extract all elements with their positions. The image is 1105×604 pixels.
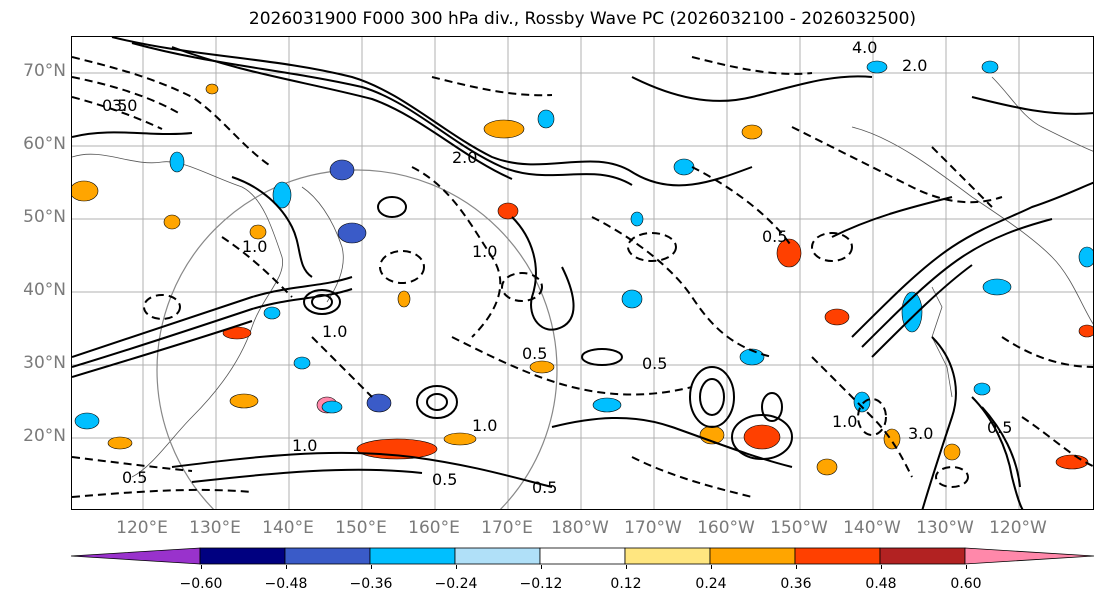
reference-circle <box>156 169 558 509</box>
contour-label: 2.0 <box>902 56 927 75</box>
colorbar-tick-label: −0.48 <box>264 576 308 592</box>
lon-label-120w: 120°W <box>989 518 1047 538</box>
colorbar-segment <box>709 547 796 565</box>
divergence-patches <box>72 60 1093 476</box>
map-panel: 4.0 2.0 3.0 0.5 1.0 2.0 0.5 1.0 0.5 1.0 … <box>71 36 1094 510</box>
map-canvas: 4.0 2.0 3.0 0.5 1.0 2.0 0.5 1.0 0.5 1.0 … <box>72 37 1093 509</box>
lat-label-40n: 40°N <box>23 280 66 300</box>
colorbar-segment <box>879 547 966 565</box>
contour-label: 3.0 <box>112 96 137 115</box>
colorbar-segment <box>794 547 881 565</box>
colorbar-tick-label: −0.36 <box>349 576 393 592</box>
contour-label: 0.5 <box>642 354 667 373</box>
lat-label-70n: 70°N <box>23 61 66 81</box>
colorbar <box>70 547 1095 565</box>
map-title: 2026031900 F000 300 hPa div., Rossby Wav… <box>248 9 917 29</box>
contour-label: 0.5 <box>522 344 547 363</box>
colorbar-extend-max <box>964 547 1095 565</box>
contour-label: 1.0 <box>292 436 317 455</box>
colorbar-segment <box>454 547 541 565</box>
colorbar-tickmark <box>456 565 457 569</box>
coastlines <box>72 76 1093 478</box>
lon-label-130w: 130°W <box>916 518 974 538</box>
colorbar-tickmark <box>881 565 882 569</box>
colorbar-extend-min <box>70 547 201 565</box>
lon-label-140w: 140°W <box>843 518 901 538</box>
colorbar-tickmark <box>286 565 287 569</box>
lon-label-130e: 130°E <box>189 518 241 538</box>
colorbar-tickmark <box>966 565 967 569</box>
contour-label: 0.5 <box>762 227 787 246</box>
colorbar-segment <box>284 547 371 565</box>
contour-label: 0.5 <box>432 470 457 489</box>
lon-label-150e: 150°E <box>335 518 387 538</box>
lon-label-120e: 120°E <box>116 518 168 538</box>
contour-label: 0.5 <box>102 96 127 115</box>
contour-label: 0.5 <box>987 418 1012 437</box>
colorbar-tick-label: 0.12 <box>610 576 642 592</box>
colorbar-tick-label: −0.12 <box>519 576 563 592</box>
colorbar-tickmark <box>796 565 797 569</box>
graticule <box>72 37 1093 509</box>
contour-label: 0.5 <box>532 478 557 497</box>
colorbar-tickmark <box>541 565 542 569</box>
contour-label: 1.0 <box>472 242 497 261</box>
lon-label-160e: 160°E <box>408 518 460 538</box>
colorbar-tickmark <box>626 565 627 569</box>
lat-label-60n: 60°N <box>23 134 66 154</box>
lat-label-50n: 50°N <box>23 207 66 227</box>
contour-label: 1.0 <box>832 412 857 431</box>
colorbar-segment <box>199 547 286 565</box>
contour-label: 1.0 <box>322 322 347 341</box>
colorbar-tickmark <box>711 565 712 569</box>
colorbar-tick-label: 0.36 <box>780 576 812 592</box>
contour-labels: 4.0 2.0 3.0 0.5 1.0 2.0 0.5 1.0 0.5 1.0 … <box>102 38 1012 497</box>
colorbar-tick-label: 0.48 <box>865 576 897 592</box>
contour-label: 1.0 <box>472 416 497 435</box>
solid-contours <box>72 37 1093 509</box>
colorbar-segment <box>539 547 626 565</box>
contour-label: 4.0 <box>852 38 877 57</box>
lat-label-30n: 30°N <box>23 353 66 373</box>
lon-label-170e: 170°E <box>481 518 533 538</box>
colorbar-tick-label: −0.24 <box>434 576 478 592</box>
lon-label-180w: 180°W <box>551 518 609 538</box>
colorbar-tick-label: 0.24 <box>695 576 727 592</box>
dashed-contours <box>72 56 1093 498</box>
lon-label-160w: 160°W <box>697 518 755 538</box>
contour-label: 2.0 <box>452 148 477 167</box>
contour-label: 0.5 <box>122 468 147 487</box>
contour-label: 1.0 <box>242 237 267 256</box>
lon-label-150w: 150°W <box>770 518 828 538</box>
colorbar-tick-label: 0.60 <box>950 576 982 592</box>
colorbar-tickmark <box>371 565 372 569</box>
lon-label-140e: 140°E <box>262 518 314 538</box>
colorbar-tick-label: −0.60 <box>179 576 223 592</box>
colorbar-segment <box>624 547 711 565</box>
contour-label: 3.0 <box>908 424 933 443</box>
lat-label-20n: 20°N <box>23 426 66 446</box>
colorbar-tickmark <box>201 565 202 569</box>
lon-label-170w: 170°W <box>624 518 682 538</box>
colorbar-segment <box>369 547 456 565</box>
